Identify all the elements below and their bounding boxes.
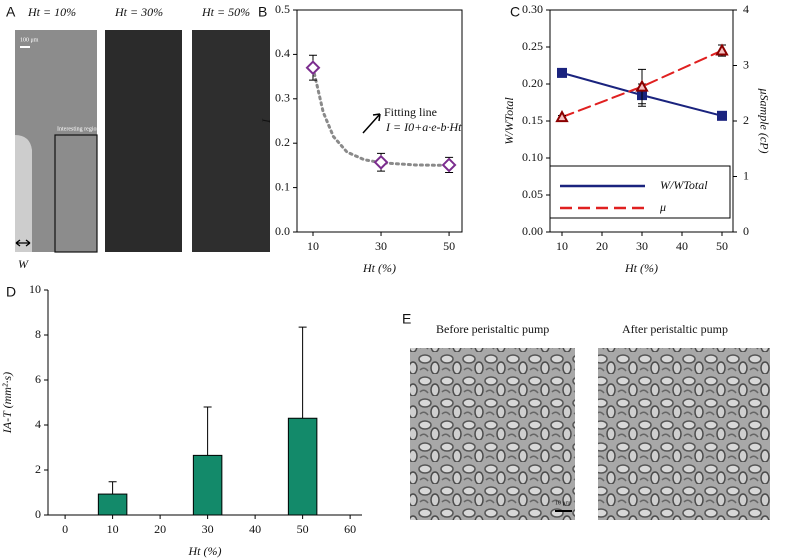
y-tick-label: 0.5 [275, 2, 290, 16]
x-tick-label: 50 [443, 239, 455, 253]
x-tick-label: 0 [62, 522, 68, 536]
channel-wall [15, 135, 32, 252]
image-label: Ht = 30% [114, 5, 163, 19]
y-axis-label: W/WTotal [502, 97, 516, 145]
x-tick-label: 20 [596, 239, 608, 253]
y2-tick-label: 3 [743, 57, 749, 71]
marker [557, 67, 567, 78]
x-tick-label: 50 [716, 239, 728, 253]
x-tick-label: 50 [297, 522, 309, 536]
plot-frame [296, 9, 463, 233]
y-tick-label: 0.05 [522, 187, 543, 201]
y-tick-label: 8 [35, 327, 41, 341]
x-tick-label: 60 [344, 522, 356, 536]
annotation-arrow [362, 113, 381, 134]
marker [717, 110, 727, 121]
annotation: Fitting line [384, 105, 437, 119]
y-tick-label: 4 [35, 417, 41, 431]
y-tick-label: 0.10 [522, 150, 543, 164]
y-tick-label: 6 [35, 372, 41, 386]
x-tick-label: 30 [202, 522, 214, 536]
y-tick-label: 0.2 [275, 135, 290, 149]
x-tick-label: 40 [249, 522, 261, 536]
y-tick-label: 0.0 [275, 224, 290, 238]
marker [715, 43, 729, 56]
error-bar [203, 406, 212, 456]
region-box [54, 134, 98, 253]
x-tick-label: 10 [556, 239, 568, 253]
series-line [561, 49, 723, 119]
legend-label: W/WTotal [660, 178, 708, 192]
error-bar [108, 481, 117, 495]
legend-label: μ [659, 200, 666, 214]
y2-tick-label: 0 [743, 224, 749, 238]
y-tick-label: 10 [29, 282, 41, 296]
y-tick-label: 0.15 [522, 113, 543, 127]
panel-letter: C [510, 4, 520, 20]
bar [192, 454, 223, 516]
y-tick-label: 0.1 [275, 179, 290, 193]
width-arrow [15, 239, 31, 247]
marker [441, 157, 457, 173]
y-tick-label: 2 [35, 462, 41, 476]
y2-tick-label: 2 [743, 113, 749, 127]
x-tick-label: 30 [636, 239, 648, 253]
micrograph [105, 30, 182, 252]
micrograph [410, 348, 575, 520]
y-tick-label: 0.4 [275, 46, 290, 60]
bar [97, 493, 128, 516]
x-axis-label: Ht (%) [624, 261, 658, 275]
micrograph [192, 30, 270, 252]
image-label: After peristaltic pump [622, 322, 728, 336]
image-label: Ht = 10% [27, 5, 76, 19]
bar [287, 417, 318, 516]
panel-letter: E [402, 311, 411, 327]
y-tick-label: 0.25 [522, 39, 543, 53]
error-bar [298, 326, 307, 419]
x-axis-label: Ht (%) [362, 261, 396, 275]
region-label: Interesting region [57, 126, 100, 132]
panel-letter: A [6, 4, 16, 20]
marker [305, 60, 321, 76]
annotation: I = I0+a·e-b·Ht [385, 120, 462, 134]
y2-tick-label: 1 [743, 168, 749, 182]
scale-label: 10 μm [555, 500, 571, 506]
x-tick-label: 10 [307, 239, 319, 253]
x-tick-label: 10 [107, 522, 119, 536]
image-label: Before peristaltic pump [436, 322, 549, 336]
legend-box [549, 165, 731, 219]
marker [635, 79, 649, 92]
x-tick-label: 40 [676, 239, 688, 253]
y-tick-label: 0.3 [275, 91, 290, 105]
series-line [311, 66, 451, 167]
y-tick-label: 0.20 [522, 76, 543, 90]
image-label: Ht = 50% [201, 5, 250, 19]
x-tick-label: 20 [154, 522, 166, 536]
y2-axis-label: μSample (cP) [757, 88, 771, 154]
micrograph [598, 348, 770, 520]
x-axis-label: Ht (%) [188, 544, 222, 558]
marker [555, 110, 569, 123]
x-tick-label: 30 [375, 239, 387, 253]
y-axis-label: IA-T (mm²·s) [0, 372, 14, 434]
width-label: W [18, 257, 29, 271]
y-tick-label: 0.00 [522, 224, 543, 238]
y-axis-label: I [259, 118, 273, 124]
y2-tick-label: 4 [743, 2, 749, 16]
panel-letter: B [258, 4, 267, 20]
panel-letter: D [6, 284, 16, 300]
scale-label: 100 μm [20, 37, 39, 43]
marker [373, 154, 389, 170]
y-tick-label: 0.30 [522, 2, 543, 16]
y-tick-label: 0 [35, 507, 41, 521]
